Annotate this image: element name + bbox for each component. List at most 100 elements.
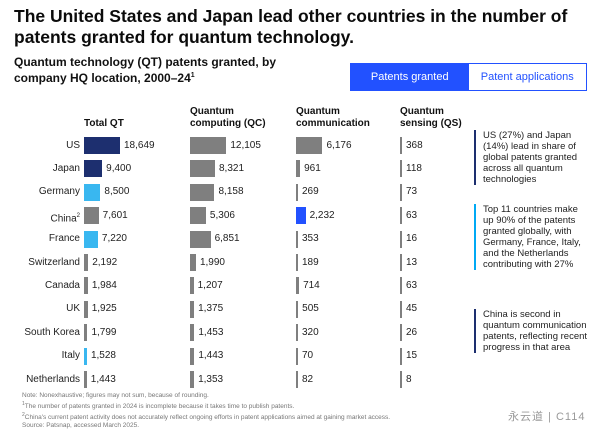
value-label-quantum-sensing-qs-switzerland: 13	[406, 256, 418, 268]
value-label-quantum-communication-china: 2,232	[309, 209, 335, 221]
bar-quantum-communication-uk	[296, 300, 299, 318]
column-header-total-qt: Total QT	[84, 118, 124, 129]
column-header-quantum-computing: Quantum computing (QC)	[190, 106, 266, 129]
value-label-quantum-communication-germany: 269	[302, 186, 319, 198]
value-label-quantum-computing-qc-italy: 1,443	[198, 350, 224, 362]
country-label-italy: Italy	[61, 350, 80, 362]
value-label-quantum-computing-qc-japan: 8,321	[218, 162, 245, 174]
bar-total-qt-france	[84, 230, 98, 248]
watermark: 永云道 | C114	[508, 411, 586, 423]
bar-quantum-sensing-qs-canada	[400, 277, 402, 295]
bar-total-qt-uk	[84, 300, 88, 318]
tab-patent-applications[interactable]: Patent applications	[468, 64, 586, 90]
bar-total-qt-netherlands	[84, 371, 87, 388]
value-label-total-qt-south-korea: 1,799	[91, 326, 117, 338]
value-label-quantum-computing-qc-france: 6,851	[214, 233, 240, 245]
bar-total-qt-china	[84, 207, 99, 225]
value-label-quantum-computing-qc-china: 5,306	[209, 209, 235, 221]
bar-quantum-sensing-qs-us	[400, 137, 402, 154]
bar-quantum-computing-qc-us	[190, 137, 227, 154]
bar-quantum-sensing-qs-switzerland	[400, 254, 402, 271]
value-label-quantum-sensing-qs-germany: 73	[406, 186, 418, 198]
column-header-quantum-communication: Quantum communication	[296, 106, 370, 129]
value-label-total-qt-netherlands: 1,443	[90, 373, 116, 385]
value-label-total-qt-france: 7,220	[101, 233, 127, 245]
value-label-quantum-communication-south-korea: 320	[302, 326, 319, 338]
value-label-quantum-computing-qc-south-korea: 1,453	[198, 326, 224, 338]
bar-quantum-communication-japan	[296, 160, 301, 178]
bar-quantum-communication-italy	[296, 347, 298, 365]
country-label-switzerland: Switzerland	[28, 256, 80, 268]
bar-quantum-communication-us	[296, 137, 323, 154]
country-label-china: China2	[50, 212, 80, 225]
bar-total-qt-south-korea	[84, 324, 88, 342]
bar-quantum-sensing-qs-south-korea	[400, 324, 402, 342]
country-label-canada: Canada	[44, 279, 80, 291]
chart-subtitle: Quantum technology (QT) patents granted,…	[14, 55, 277, 85]
bar-total-qt-japan	[84, 160, 103, 178]
bar-quantum-sensing-qs-china	[400, 207, 402, 225]
value-label-quantum-communication-japan: 961	[304, 162, 321, 174]
value-label-quantum-computing-qc-netherlands: 1,353	[198, 373, 224, 385]
value-label-quantum-communication-netherlands: 82	[302, 373, 314, 385]
bar-total-qt-canada	[84, 277, 88, 295]
value-label-total-qt-canada: 1,984	[91, 279, 117, 291]
value-label-quantum-sensing-qs-italy: 15	[406, 350, 418, 362]
bar-total-qt-switzerland	[84, 254, 89, 271]
value-label-quantum-sensing-qs-china: 63	[406, 209, 418, 221]
bar-quantum-computing-qc-germany	[190, 183, 215, 201]
country-label-south-korea: South Korea	[24, 326, 80, 338]
value-label-quantum-computing-qc-uk: 1,375	[198, 303, 224, 315]
bar-quantum-communication-netherlands	[296, 371, 298, 388]
country-label-uk: UK	[66, 303, 80, 315]
bar-total-qt-germany	[84, 183, 101, 201]
bar-quantum-sensing-qs-japan	[400, 160, 402, 178]
value-label-total-qt-switzerland: 2,192	[92, 256, 118, 268]
bar-quantum-sensing-qs-france	[400, 230, 402, 248]
value-label-quantum-sensing-qs-netherlands: 8	[406, 373, 412, 385]
value-label-quantum-computing-qc-switzerland: 1,990	[199, 256, 225, 268]
bar-quantum-communication-china	[296, 207, 306, 225]
view-tabs: Patents granted Patent applications	[350, 63, 587, 91]
value-label-quantum-sensing-qs-japan: 118	[406, 162, 422, 174]
value-label-quantum-computing-qc-germany: 8,158	[218, 186, 244, 198]
bar-quantum-communication-germany	[296, 183, 298, 201]
value-label-quantum-sensing-qs-uk: 45	[406, 303, 418, 315]
bar-quantum-computing-qc-uk	[190, 300, 195, 318]
bar-quantum-computing-qc-france	[190, 230, 211, 248]
bar-quantum-sensing-qs-netherlands	[400, 371, 402, 388]
bar-quantum-computing-qc-canada	[190, 277, 194, 295]
bar-quantum-communication-france	[296, 230, 298, 248]
bar-quantum-computing-qc-italy	[190, 347, 195, 365]
bar-quantum-sensing-qs-uk	[400, 300, 402, 318]
bar-quantum-computing-qc-switzerland	[190, 254, 196, 271]
value-label-quantum-computing-qc-us: 12,105	[230, 139, 261, 151]
bar-quantum-communication-canada	[296, 277, 300, 295]
note-top-11-countries: Top 11 countries make up 90% of the pate…	[474, 204, 588, 270]
footnote-2: 2China's current patent activity does no…	[22, 412, 391, 422]
footnote-note: Note: Nonexhaustive; figures may not sum…	[22, 392, 209, 399]
value-label-total-qt-us: 18,649	[124, 139, 155, 151]
footnotes: Note: Nonexhaustive; figures may not sum…	[22, 392, 492, 430]
bar-quantum-sensing-qs-germany	[400, 183, 402, 201]
tab-patents-granted[interactable]: Patents granted	[351, 64, 469, 90]
country-label-us: US	[66, 139, 80, 151]
value-label-quantum-sensing-qs-us: 368	[406, 139, 423, 151]
value-label-quantum-sensing-qs-south-korea: 26	[406, 326, 418, 338]
bar-quantum-communication-switzerland	[296, 254, 298, 271]
footnote-source: Source: Patsnap, accessed March 2025.	[22, 422, 140, 430]
bar-quantum-communication-south-korea	[296, 324, 298, 342]
country-label-germany: Germany	[38, 186, 80, 198]
value-label-total-qt-uk: 1,925	[91, 303, 117, 315]
bar-quantum-computing-qc-south-korea	[190, 324, 195, 342]
value-label-quantum-computing-qc-canada: 1,207	[197, 279, 223, 291]
column-header-quantum-sensing: Quantum sensing (QS)	[400, 106, 462, 129]
value-label-total-qt-italy: 1,528	[90, 350, 116, 362]
country-label-japan: Japan	[52, 162, 80, 174]
bar-total-qt-italy	[84, 347, 87, 365]
value-label-total-qt-germany: 8,500	[104, 186, 130, 198]
bar-quantum-computing-qc-japan	[190, 160, 215, 178]
headline: The United States and Japan lead other c…	[14, 6, 568, 47]
value-label-quantum-communication-uk: 505	[302, 303, 319, 315]
note-us-japan: US (27%) and Japan (14%) lead in share o…	[474, 130, 588, 185]
